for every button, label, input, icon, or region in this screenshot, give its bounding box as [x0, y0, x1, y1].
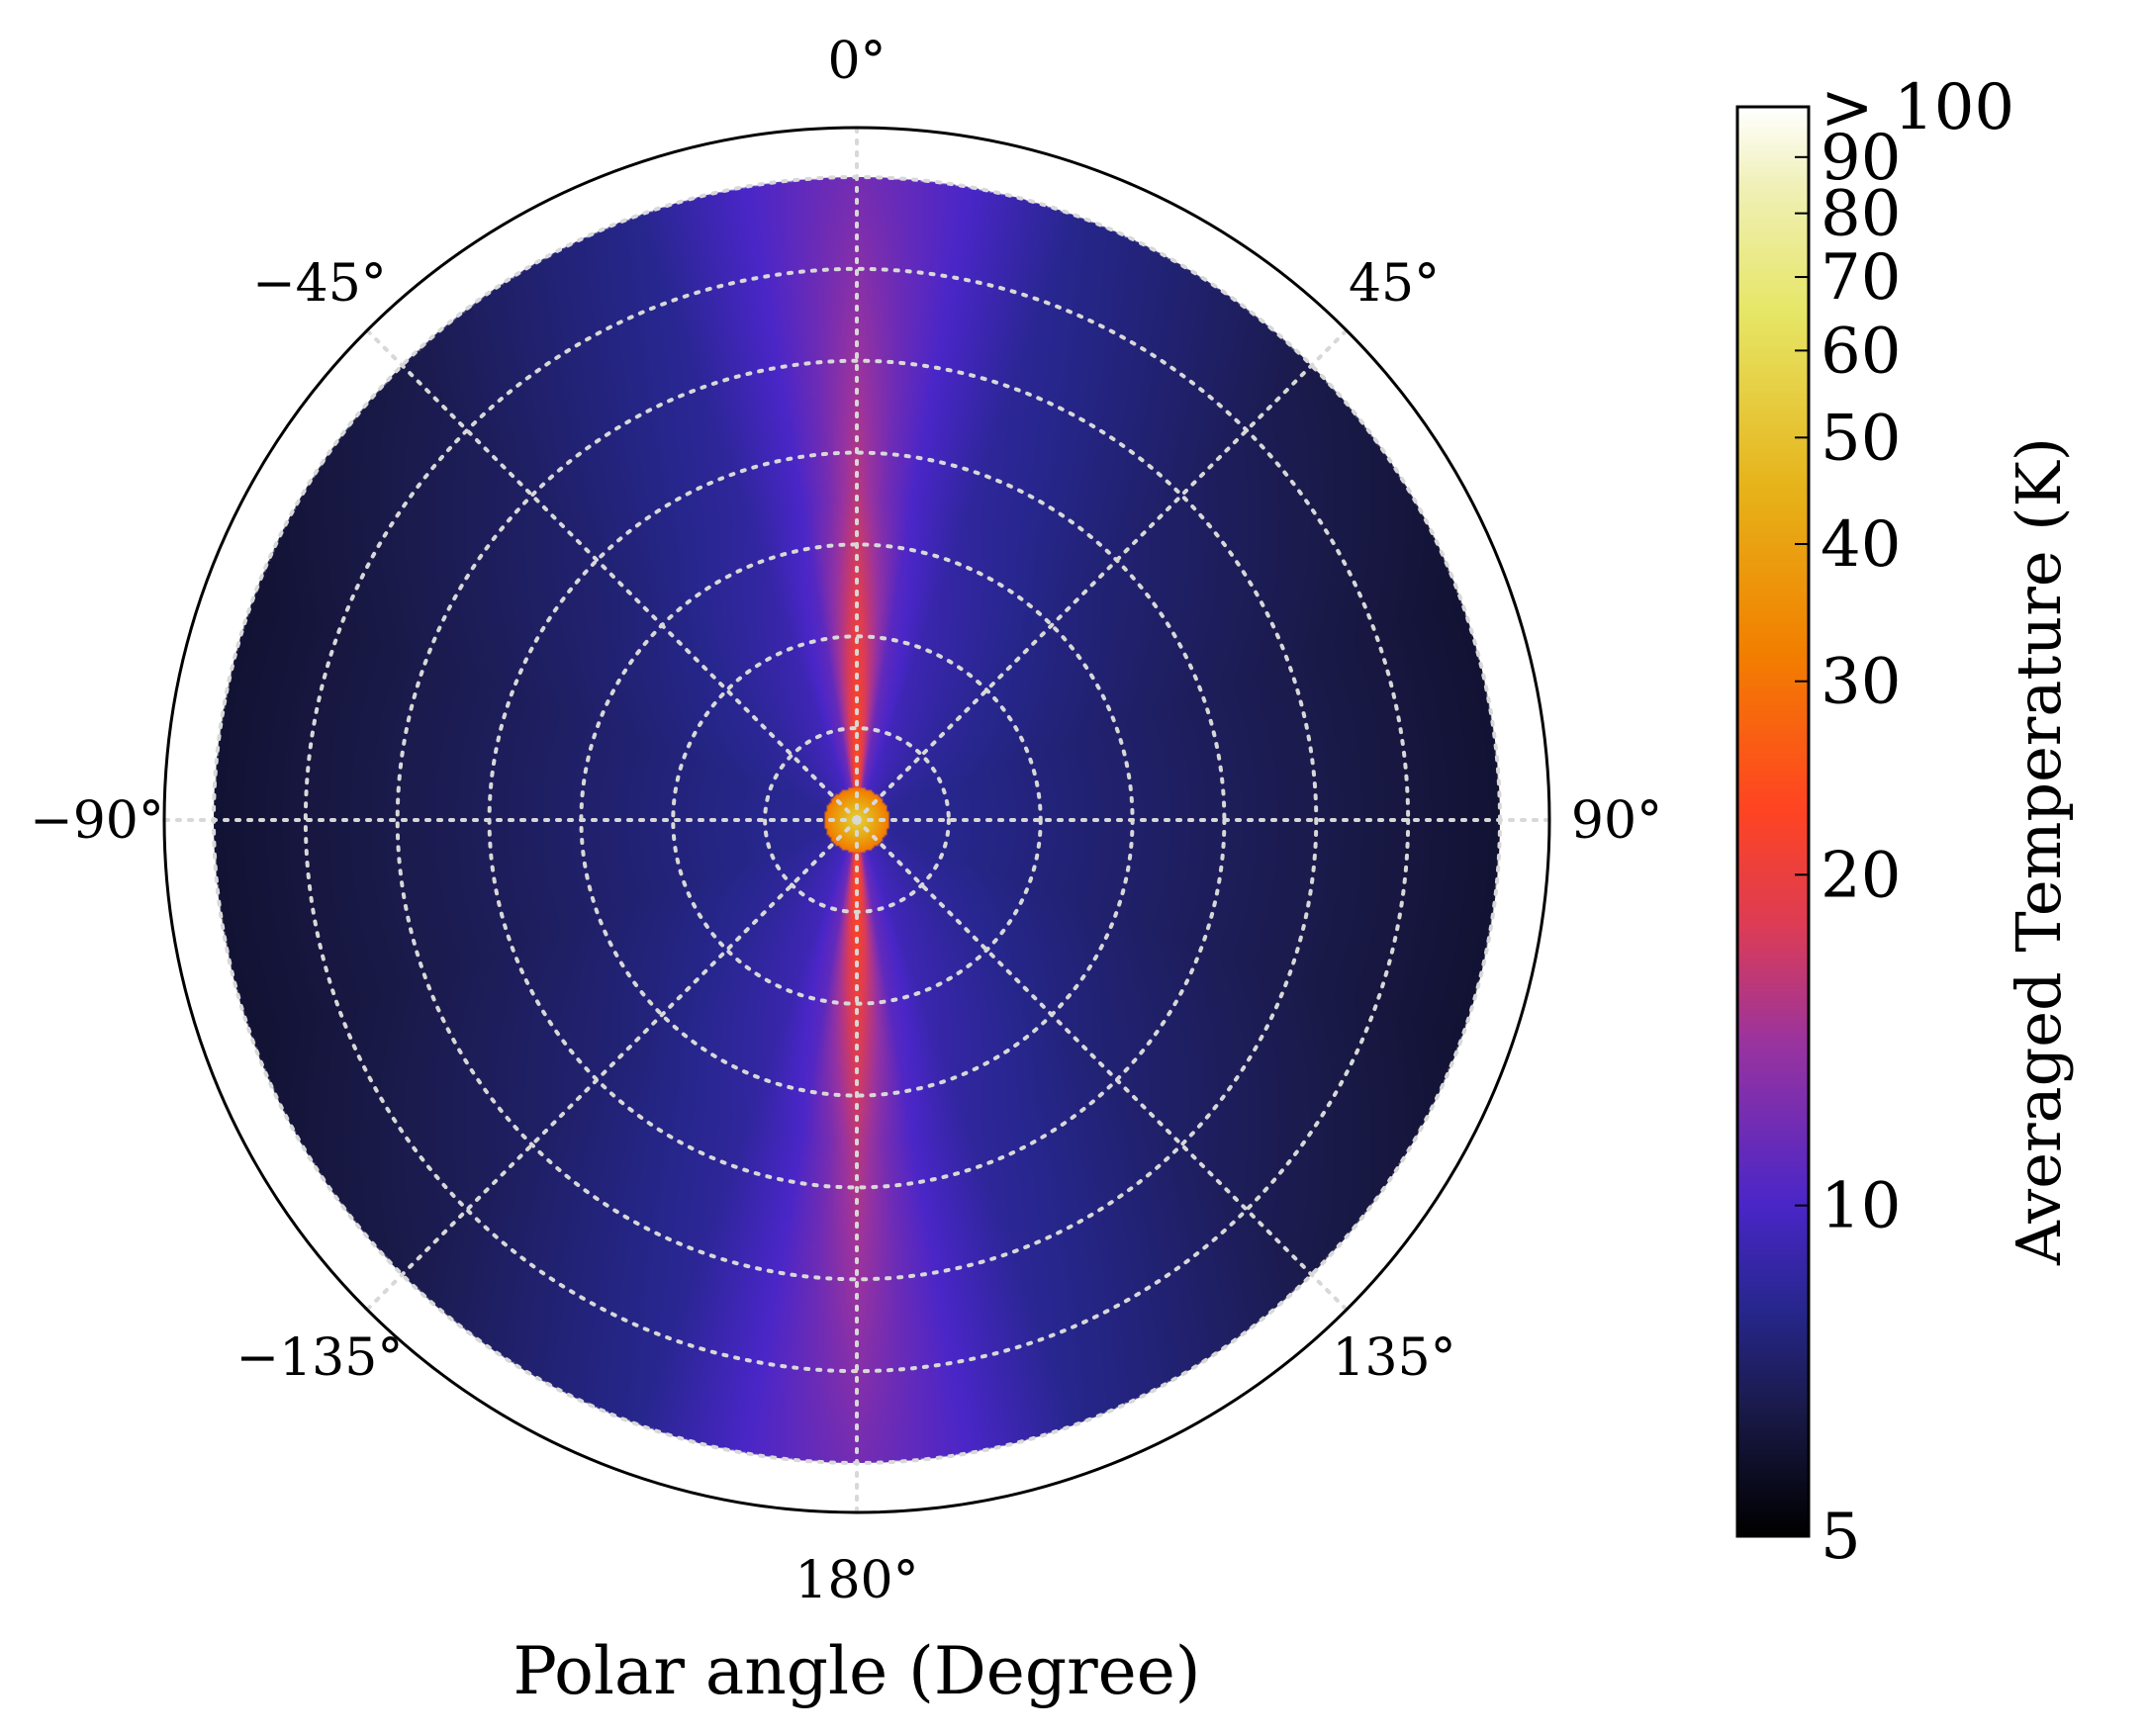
angular-grid-line — [365, 328, 859, 822]
angular-grid-line — [365, 818, 859, 1312]
colorbar-frame — [1735, 105, 1811, 1538]
colorbar-tick-label: 20 — [1821, 839, 1901, 912]
radial-grid-ring — [395, 358, 1319, 1282]
colorbar-tick-label: > 100 — [1821, 71, 2014, 144]
angular-grid-line — [855, 328, 1349, 822]
angular-tick-label: 135° — [1332, 1328, 1455, 1388]
x-axis-label: Polar angle (Degree) — [513, 1633, 1200, 1709]
colorbar-tick-label: 90 — [1821, 122, 1901, 195]
radial-grid-ring — [763, 726, 951, 914]
angular-tick-label: −45° — [252, 254, 387, 314]
radial-grid-ring — [671, 634, 1043, 1006]
colorbar-tick-label: 70 — [1821, 241, 1901, 315]
colorbar-tick-label: 30 — [1821, 646, 1901, 719]
colorbar-tick-label: 80 — [1821, 178, 1901, 251]
colorbar-tick-label: 40 — [1821, 508, 1901, 582]
angular-tick-label: 90° — [1571, 791, 1662, 851]
colorbar-label: Averaged Temperature (K) — [2003, 437, 2075, 1266]
angular-tick-label: 180° — [794, 1551, 918, 1610]
angular-tick-label: 45° — [1349, 254, 1440, 314]
colorbar-tick-label: 10 — [1821, 1170, 1901, 1243]
colorbar-tick-label: 5 — [1821, 1501, 1861, 1574]
radial-grid-ring — [303, 266, 1411, 1374]
angular-tick-label: 0° — [827, 32, 886, 91]
angular-tick-labels: 0° 45° 90° 135° 180° −135° −90° −45° — [30, 32, 1662, 1610]
polar-frame-circle — [162, 126, 1551, 1514]
colorbar-gradient — [1737, 107, 1809, 1536]
colorbar-tick-label: 60 — [1821, 315, 1901, 388]
angular-tick-label: −135° — [236, 1328, 404, 1388]
angular-tick-label: −90° — [30, 791, 164, 851]
polar-grid — [162, 126, 1551, 1514]
angular-grid-line — [855, 818, 1349, 1312]
colorbar-tick-label: 50 — [1821, 402, 1901, 475]
